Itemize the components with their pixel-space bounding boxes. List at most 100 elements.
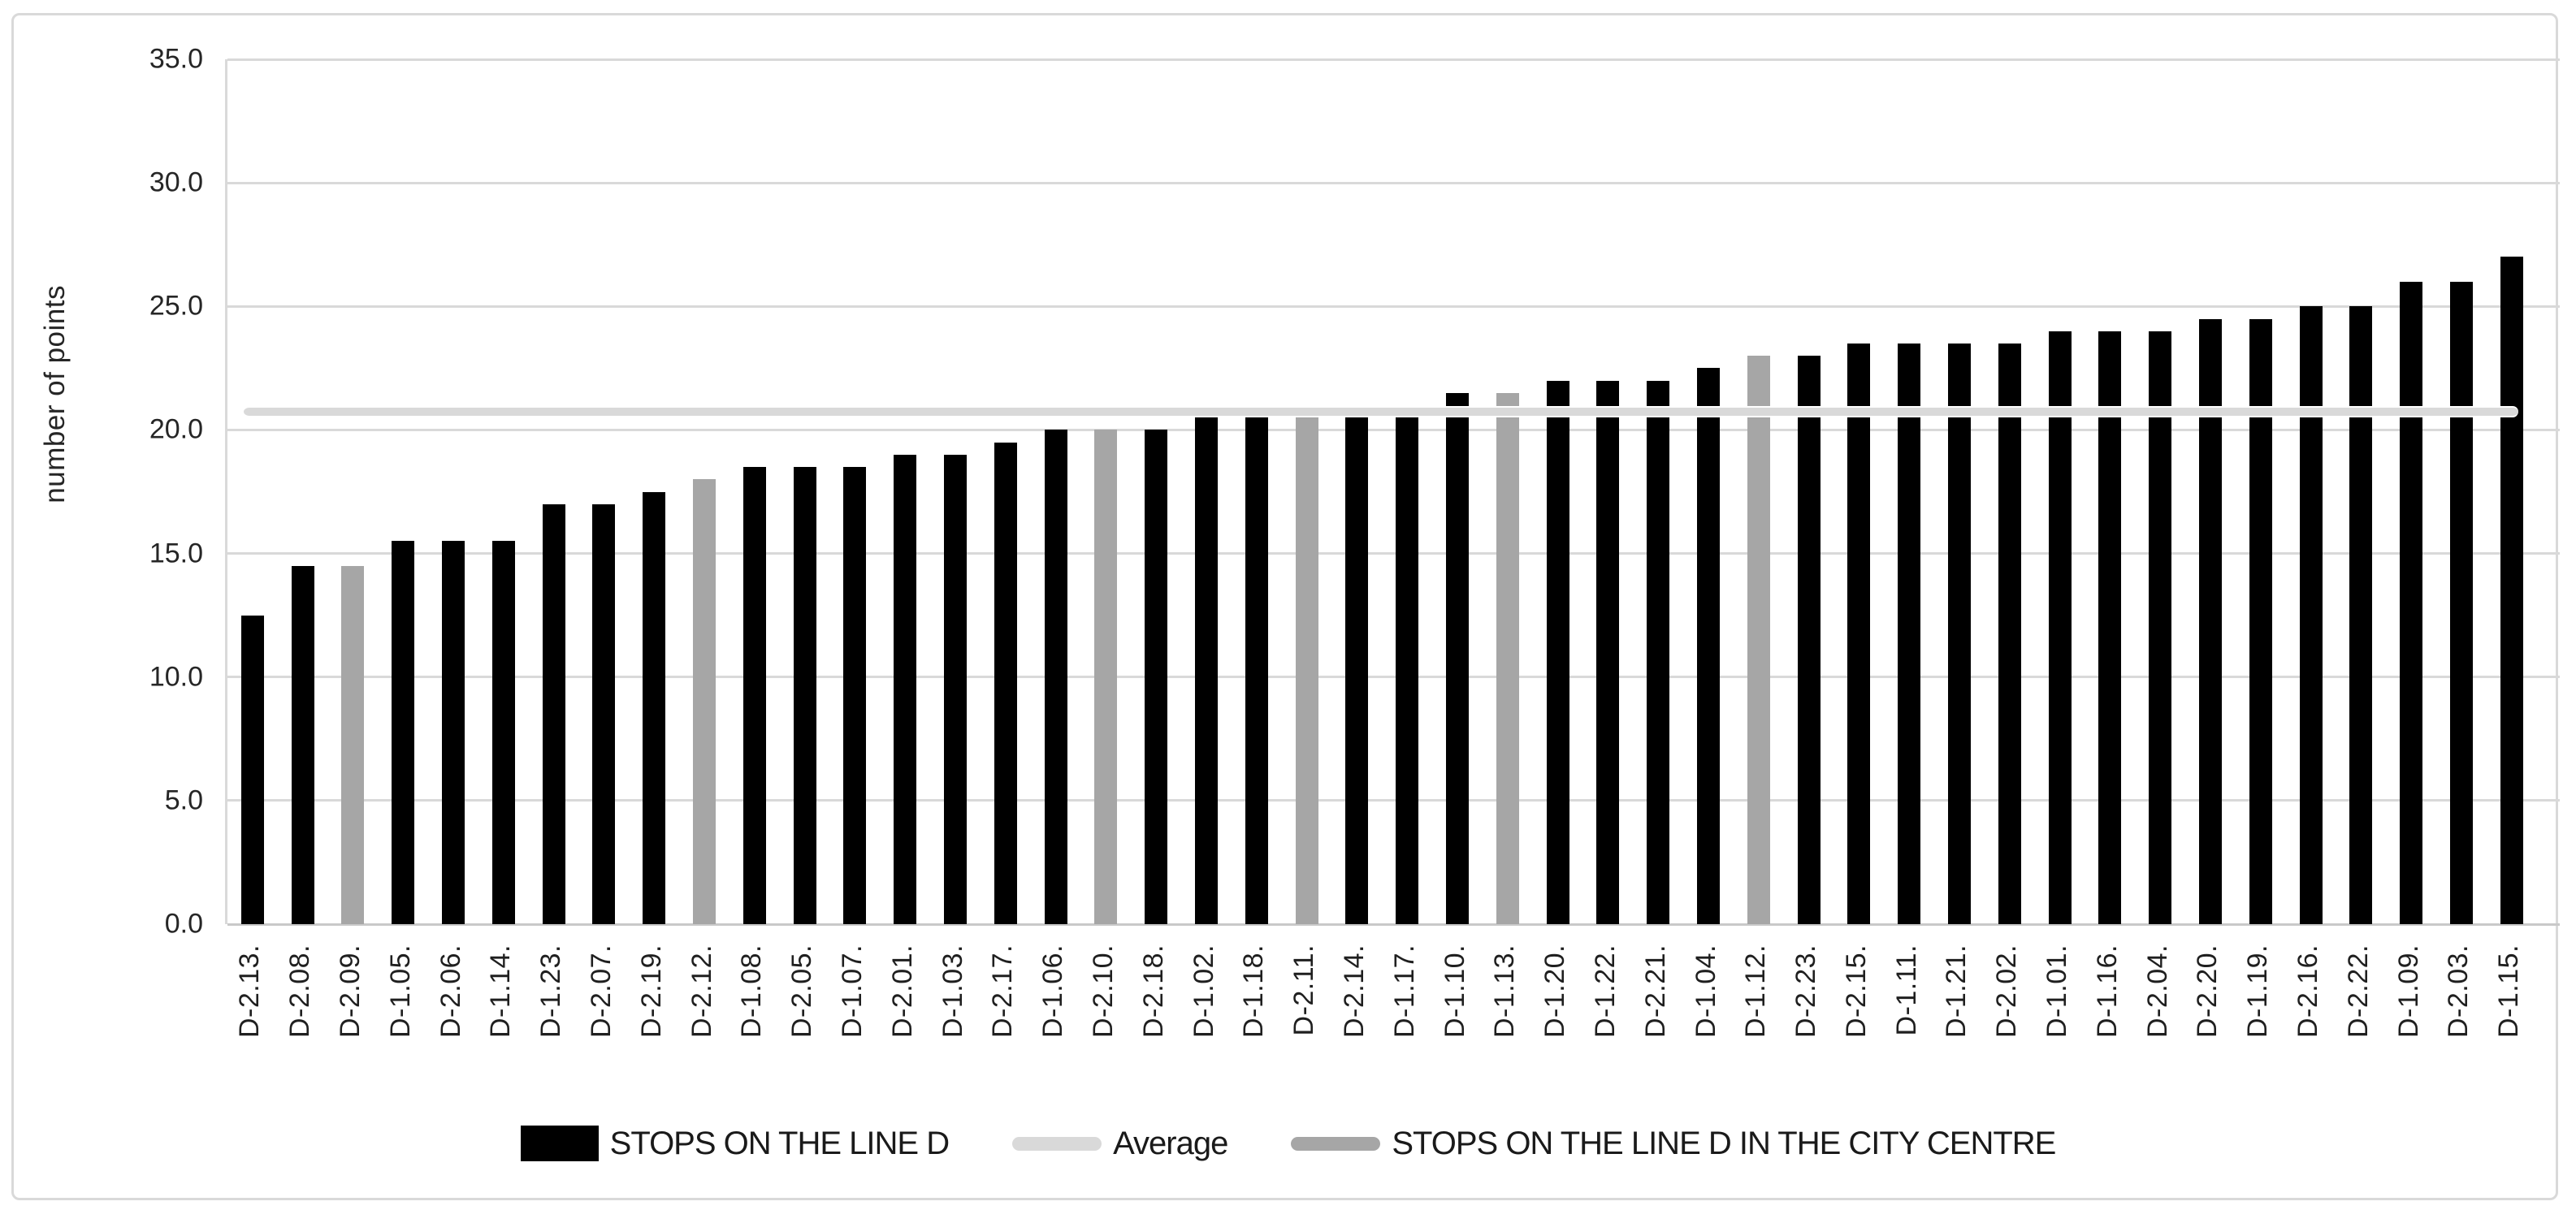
bar-D-2.08 xyxy=(291,565,314,924)
bar-slot xyxy=(1683,59,1734,924)
x-tick-label: D-1.03. xyxy=(937,944,968,1038)
bar-D-2.20 xyxy=(2198,318,2222,924)
bar-slot xyxy=(1382,59,1432,924)
bar-D-1.17 xyxy=(1396,417,1419,924)
x-tick-label: D-2.22. xyxy=(2342,944,2374,1038)
bar-slot xyxy=(930,59,981,924)
bar-D-2.18 xyxy=(1145,430,1168,924)
x-tick-label: D-1.06. xyxy=(1037,944,1069,1038)
x-tick-label: D-2.19. xyxy=(635,944,667,1038)
bar-D-2.22 xyxy=(2349,306,2373,924)
x-tick-label: D-2.13. xyxy=(234,944,266,1038)
x-tick-slot: D-2.04. xyxy=(2132,944,2183,1103)
bar-D-2.23 xyxy=(1797,356,1821,924)
bar-slot xyxy=(378,59,428,924)
bar-D-1.21 xyxy=(1947,343,1971,924)
legend-label: STOPS ON THE LINE D IN THE CITY CENTRE xyxy=(1392,1125,2056,1161)
x-tick-label: D-2.06. xyxy=(435,944,466,1038)
bar-D-2.05 xyxy=(793,467,816,924)
legend-item: Average xyxy=(1012,1126,1228,1162)
x-tick-slot: D-2.03. xyxy=(2434,944,2484,1103)
bar-slot xyxy=(1332,59,1383,924)
bar-D-2.19 xyxy=(643,491,666,924)
bar-slot xyxy=(1181,59,1232,924)
x-tick-slot: D-1.03. xyxy=(928,944,978,1103)
x-tick-slot: D-1.02. xyxy=(1179,944,1229,1103)
x-tick-slot: D-2.10. xyxy=(1079,944,1129,1103)
y-axis-title: number of points xyxy=(31,59,80,924)
x-tick-label: D-1.15. xyxy=(2493,944,2525,1038)
x-tick-slot: D-2.21. xyxy=(1630,944,1681,1103)
gridline-20.0 xyxy=(227,428,2560,431)
bar-D-1.19 xyxy=(2249,318,2272,924)
x-tick-label: D-2.18. xyxy=(1137,944,1169,1038)
bar-slot xyxy=(1633,59,1683,924)
x-tick-label: D-2.05. xyxy=(786,944,818,1038)
bar-D-1.22 xyxy=(1596,380,1620,924)
x-tick-slot: D-1.11. xyxy=(1881,944,1932,1103)
x-tick-slot: D-1.17. xyxy=(1379,944,1430,1103)
x-tick-label: D-2.01. xyxy=(886,944,918,1038)
bar-D-2.12 xyxy=(693,479,717,924)
gridline-25.0 xyxy=(227,305,2560,308)
y-axis-tick-labels: 0.0 5.0 10.0 15.0 20.0 25.0 30.0 35.0 xyxy=(97,44,203,940)
x-tick-slot: D-1.09. xyxy=(2383,944,2434,1103)
bar-slot xyxy=(2386,59,2436,924)
x-tick-slot: D-2.18. xyxy=(1128,944,1179,1103)
x-tick-label: D-1.12. xyxy=(1740,944,1772,1038)
x-tick-slot: D-1.15. xyxy=(2484,944,2535,1103)
bar-D-2.01 xyxy=(894,454,917,924)
x-tick-label: D-1.14. xyxy=(485,944,517,1038)
y-axis-title-text: number of points xyxy=(39,285,71,503)
x-tick-slot: D-1.13. xyxy=(1480,944,1530,1103)
x-tick-slot: D-1.05. xyxy=(375,944,426,1103)
x-tick-label: D-1.19. xyxy=(2242,944,2274,1038)
bar-slot xyxy=(1131,59,1181,924)
bar-slot xyxy=(981,59,1031,924)
x-tick-slot: D-1.22. xyxy=(1581,944,1631,1103)
bar-slot xyxy=(478,59,529,924)
bar-D-1.13 xyxy=(1496,392,1519,924)
bar-slot xyxy=(1533,59,1583,924)
bar-slot xyxy=(2185,59,2236,924)
x-tick-label: D-1.23. xyxy=(535,944,567,1038)
x-tick-slot: D-1.08. xyxy=(727,944,777,1103)
bar-slot xyxy=(227,59,278,924)
x-tick-slot: D-2.13. xyxy=(225,944,275,1103)
x-tick-label: D-1.18. xyxy=(1238,944,1270,1038)
bar-D-1.20 xyxy=(1546,380,1569,924)
x-tick-slot: D-2.08. xyxy=(275,944,326,1103)
y-tick-35.0: 35.0 xyxy=(149,43,203,75)
x-tick-slot: D-1.21. xyxy=(1932,944,1982,1103)
x-tick-slot: D-1.19. xyxy=(2233,944,2284,1103)
x-tick-label: D-1.09. xyxy=(2392,944,2424,1038)
bar-slot xyxy=(1031,59,1081,924)
bar-D-2.16 xyxy=(2299,306,2323,924)
x-tick-label: D-2.09. xyxy=(334,944,366,1038)
legend-swatch-line xyxy=(1291,1136,1381,1151)
bar-D-1.10 xyxy=(1446,392,1470,924)
x-tick-label: D-1.02. xyxy=(1188,944,1219,1038)
gridline-0.0 xyxy=(227,923,2560,926)
bar-series xyxy=(227,59,2537,924)
bar-slot xyxy=(1282,59,1332,924)
x-tick-slot: D-2.20. xyxy=(2183,944,2233,1103)
bar-D-1.03 xyxy=(944,454,968,924)
bar-D-2.09 xyxy=(341,565,365,924)
bar-slot xyxy=(1934,59,1985,924)
x-tick-slot: D-2.16. xyxy=(2284,944,2334,1103)
x-tick-label: D-2.03. xyxy=(2443,944,2474,1038)
bar-D-1.08 xyxy=(742,467,766,924)
x-tick-slot: D-2.17. xyxy=(978,944,1028,1103)
x-tick-slot: D-2.19. xyxy=(626,944,677,1103)
x-tick-slot: D-1.10. xyxy=(1430,944,1480,1103)
x-tick-slot: D-1.23. xyxy=(526,944,577,1103)
x-tick-slot: D-1.06. xyxy=(1028,944,1079,1103)
bar-slot xyxy=(2487,59,2537,924)
bar-D-2.14 xyxy=(1345,417,1369,924)
bar-slot xyxy=(2035,59,2085,924)
x-tick-label: D-2.23. xyxy=(1790,944,1822,1038)
x-tick-slot: D-1.20. xyxy=(1530,944,1581,1103)
bar-D-1.18 xyxy=(1245,417,1268,924)
x-tick-slot: D-1.18. xyxy=(1229,944,1279,1103)
